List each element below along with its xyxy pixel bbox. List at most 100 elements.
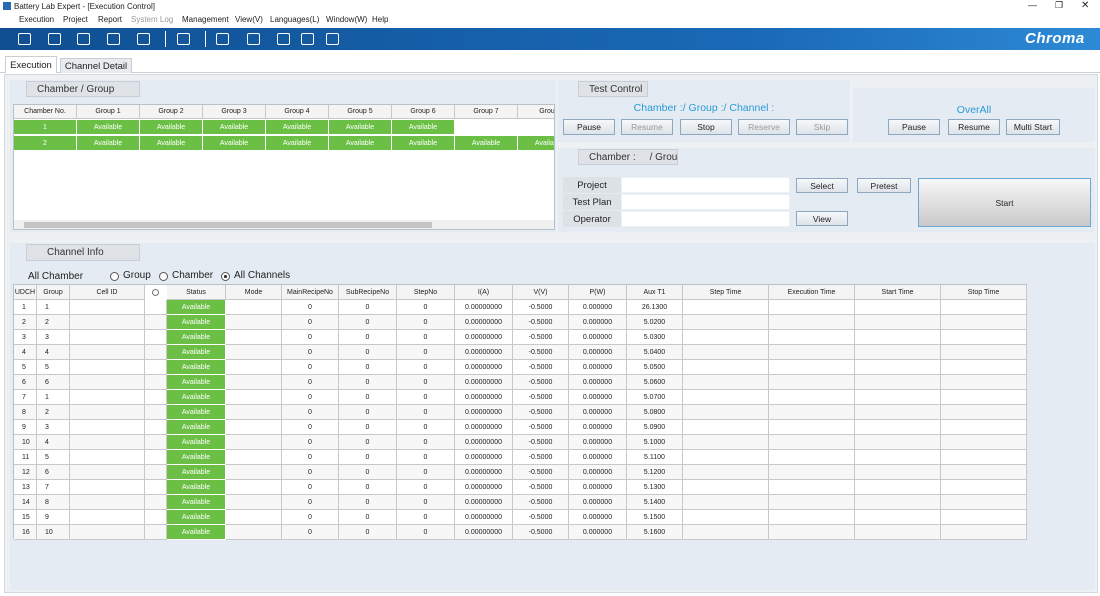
data-cell[interactable]: -0.5000 xyxy=(513,510,569,525)
status-cell[interactable]: Available xyxy=(203,136,266,151)
scrollbar[interactable] xyxy=(14,220,554,229)
menu-item[interactable]: Languages(L) xyxy=(270,15,320,24)
data-cell[interactable]: 0 xyxy=(282,495,339,510)
status-cell[interactable]: Available xyxy=(167,390,226,405)
status-cell[interactable]: Available xyxy=(167,300,226,315)
menu-item[interactable]: View(V) xyxy=(235,15,263,24)
chamber-number[interactable]: 1 xyxy=(14,120,77,135)
overall-button[interactable]: Multi Start xyxy=(1006,119,1060,135)
status-cell[interactable]: Available xyxy=(167,480,226,495)
data-cell[interactable]: 0 xyxy=(339,405,397,420)
radio-button[interactable] xyxy=(110,272,119,281)
status-cell[interactable]: Available xyxy=(167,495,226,510)
field-input[interactable] xyxy=(621,211,790,227)
data-cell[interactable]: 1 xyxy=(14,300,37,315)
data-cell[interactable]: 0 xyxy=(397,360,455,375)
toolbar-icon[interactable] xyxy=(326,33,339,45)
data-cell[interactable]: 0 xyxy=(397,375,455,390)
data-cell[interactable]: 0 xyxy=(339,420,397,435)
data-cell[interactable]: 0 xyxy=(282,435,339,450)
data-cell[interactable]: 6 xyxy=(37,465,70,480)
status-cell[interactable]: Available xyxy=(266,120,329,135)
menu-item[interactable]: Execution xyxy=(19,15,55,24)
data-cell[interactable]: 3 xyxy=(14,330,37,345)
data-cell[interactable]: 5.0700 xyxy=(627,390,683,405)
status-cell[interactable]: Available xyxy=(77,136,140,151)
data-cell[interactable]: 0 xyxy=(397,480,455,495)
data-cell[interactable]: 0 xyxy=(282,375,339,390)
data-cell[interactable]: 5 xyxy=(14,360,37,375)
data-cell[interactable]: 26.1300 xyxy=(627,300,683,315)
data-cell[interactable]: 0.00000000 xyxy=(455,465,513,480)
data-cell[interactable]: -0.5000 xyxy=(513,315,569,330)
menu-item[interactable]: Report xyxy=(98,15,123,24)
data-cell[interactable]: 11 xyxy=(14,450,37,465)
data-cell[interactable]: 7 xyxy=(37,480,70,495)
menu-item[interactable]: Project xyxy=(63,15,88,24)
status-cell[interactable]: Available xyxy=(392,136,455,151)
status-cell[interactable]: Available xyxy=(167,525,226,540)
data-cell[interactable]: 0 xyxy=(282,405,339,420)
control-button[interactable]: Skip xyxy=(796,119,848,135)
data-cell[interactable]: 3 xyxy=(37,330,70,345)
data-cell[interactable]: 5.1600 xyxy=(627,525,683,540)
restore[interactable]: ❐ xyxy=(1055,0,1064,10)
data-cell[interactable]: 4 xyxy=(37,435,70,450)
data-cell[interactable]: 0.000000 xyxy=(569,300,627,315)
data-cell[interactable]: 0 xyxy=(339,465,397,480)
data-cell[interactable]: 0.00000000 xyxy=(455,420,513,435)
data-cell[interactable]: 0.00000000 xyxy=(455,405,513,420)
menu-item[interactable]: System Log xyxy=(131,15,174,24)
data-cell[interactable]: 7 xyxy=(14,390,37,405)
data-cell[interactable]: 5.1500 xyxy=(627,510,683,525)
status-cell[interactable]: Available xyxy=(167,315,226,330)
toolbar-icon[interactable] xyxy=(137,33,150,45)
data-cell[interactable]: 5.1000 xyxy=(627,435,683,450)
data-cell[interactable]: 5.0400 xyxy=(627,345,683,360)
data-cell[interactable]: 0.00000000 xyxy=(455,330,513,345)
toolbar-icon[interactable] xyxy=(216,33,229,45)
data-cell[interactable]: 5.0500 xyxy=(627,360,683,375)
data-cell[interactable]: 5.1200 xyxy=(627,465,683,480)
overall-button[interactable]: Resume xyxy=(948,119,1000,135)
status-cell[interactable]: Available xyxy=(77,120,140,135)
control-button[interactable]: Reserve xyxy=(738,119,790,135)
toolbar-icon[interactable] xyxy=(247,33,260,45)
data-cell[interactable]: 0 xyxy=(282,315,339,330)
toolbar-icon[interactable] xyxy=(107,33,120,45)
status-cell[interactable]: Available xyxy=(203,120,266,135)
data-cell[interactable]: 1 xyxy=(37,390,70,405)
data-cell[interactable]: 0.00000000 xyxy=(455,315,513,330)
data-cell[interactable]: 3 xyxy=(37,420,70,435)
toolbar-icon[interactable] xyxy=(277,33,290,45)
data-cell[interactable]: 8 xyxy=(14,405,37,420)
data-cell[interactable]: 0.00000000 xyxy=(455,480,513,495)
data-cell[interactable]: 0.00000000 xyxy=(455,525,513,540)
status-cell[interactable]: Available xyxy=(167,405,226,420)
data-cell[interactable]: -0.5000 xyxy=(513,435,569,450)
data-cell[interactable]: -0.5000 xyxy=(513,330,569,345)
data-cell[interactable]: -0.5000 xyxy=(513,405,569,420)
data-cell[interactable]: 0 xyxy=(339,330,397,345)
data-cell[interactable]: 13 xyxy=(14,480,37,495)
data-cell[interactable]: 0.000000 xyxy=(569,330,627,345)
data-cell[interactable]: 0 xyxy=(339,345,397,360)
data-cell[interactable]: 5.0300 xyxy=(627,330,683,345)
data-cell[interactable]: -0.5000 xyxy=(513,375,569,390)
data-cell[interactable]: 4 xyxy=(14,345,37,360)
data-cell[interactable]: 0.000000 xyxy=(569,525,627,540)
toolbar-icon[interactable] xyxy=(18,33,31,45)
data-cell[interactable]: -0.5000 xyxy=(513,465,569,480)
toolbar-icon[interactable] xyxy=(301,33,314,45)
chamber-number[interactable]: 2 xyxy=(14,136,77,151)
data-cell[interactable]: 5.1100 xyxy=(627,450,683,465)
data-cell[interactable]: 0.000000 xyxy=(569,390,627,405)
data-cell[interactable]: 0 xyxy=(282,525,339,540)
data-cell[interactable]: -0.5000 xyxy=(513,495,569,510)
status-cell[interactable]: Available xyxy=(167,465,226,480)
data-cell[interactable]: 0 xyxy=(397,495,455,510)
data-cell[interactable]: -0.5000 xyxy=(513,525,569,540)
data-cell[interactable]: -0.5000 xyxy=(513,390,569,405)
data-cell[interactable]: 0 xyxy=(339,495,397,510)
data-cell[interactable]: 5.1300 xyxy=(627,480,683,495)
